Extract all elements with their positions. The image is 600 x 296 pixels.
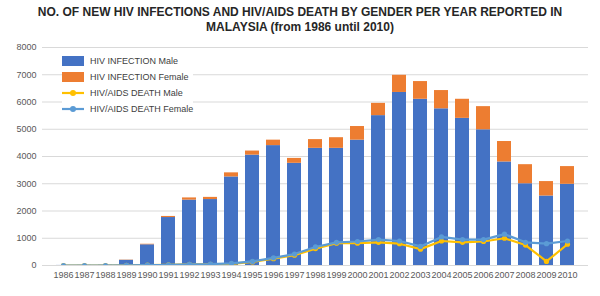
svg-text:1000: 1000 [16, 233, 36, 243]
svg-text:2000: 2000 [16, 206, 36, 216]
svg-text:2001: 2001 [368, 270, 388, 280]
svg-text:2009: 2009 [536, 270, 556, 280]
svg-text:2010: 2010 [557, 270, 577, 280]
html-text:HIV/AIDS DEATH Male: HIV/AIDS DEATH Male [90, 88, 183, 98]
svg-text:2002: 2002 [389, 270, 409, 280]
svg-text:1991: 1991 [158, 270, 178, 280]
svg-text:2004: 2004 [431, 270, 451, 280]
svg-text:7000: 7000 [16, 70, 36, 80]
svg-text:6000: 6000 [16, 97, 36, 107]
svg-text:1986: 1986 [53, 270, 73, 280]
html-text:NO. OF NEW HIV INFECTIONS AND: NO. OF NEW HIV INFECTIONS AND HIV/AIDS D… [37, 5, 563, 34]
svg-text:1998: 1998 [305, 270, 325, 280]
svg-text:4000: 4000 [16, 151, 36, 161]
svg-text:1994: 1994 [221, 270, 241, 280]
svg-text:2008: 2008 [515, 270, 535, 280]
svg-text:2007: 2007 [494, 270, 514, 280]
svg-text:8000: 8000 [16, 42, 36, 52]
svg-text:1988: 1988 [95, 270, 115, 280]
svg-text:1989: 1989 [116, 270, 136, 280]
svg-text:2003: 2003 [410, 270, 430, 280]
svg-text:1987: 1987 [74, 270, 94, 280]
svg-text:0: 0 [31, 260, 36, 270]
html-text:HIV INFECTION Male: HIV INFECTION Male [90, 56, 178, 66]
html-text:HIV/AIDS DEATH Female: HIV/AIDS DEATH Female [90, 104, 194, 114]
svg-text:1996: 1996 [263, 270, 283, 280]
svg-text:1999: 1999 [326, 270, 346, 280]
svg-text:2000: 2000 [347, 270, 367, 280]
svg-text:2006: 2006 [473, 270, 493, 280]
svg-text:3000: 3000 [16, 179, 36, 189]
svg-text:1997: 1997 [284, 270, 304, 280]
svg-text:1992: 1992 [179, 270, 199, 280]
svg-text:2005: 2005 [452, 270, 472, 280]
svg-text:1995: 1995 [242, 270, 262, 280]
html-text:HIV INFECTION Female: HIV INFECTION Female [90, 72, 189, 82]
svg-text:5000: 5000 [16, 124, 36, 134]
svg-text:1990: 1990 [137, 270, 157, 280]
svg-text:1993: 1993 [200, 270, 220, 280]
